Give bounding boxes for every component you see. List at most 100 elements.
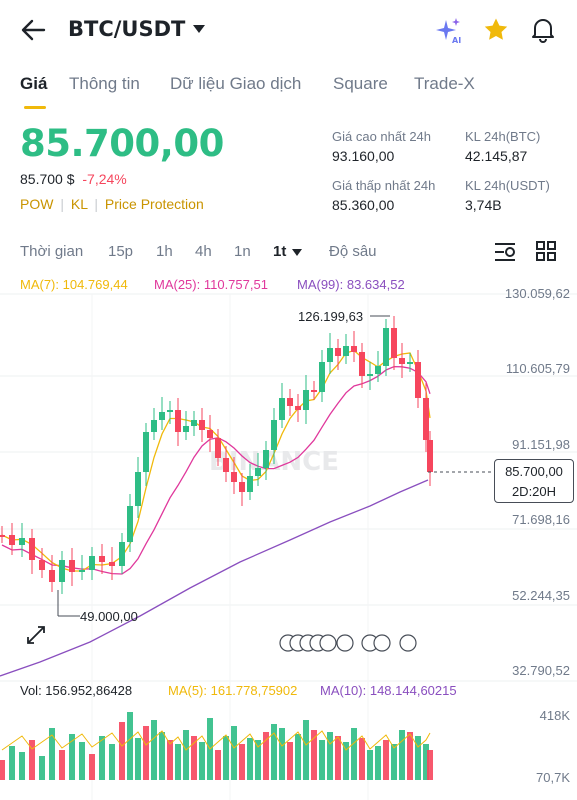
candle-body	[367, 374, 373, 376]
event-marker	[319, 634, 337, 652]
volume-bar	[271, 724, 277, 780]
candle-body	[335, 348, 341, 356]
volume-bar	[167, 740, 173, 780]
volume-bar	[127, 712, 133, 780]
ai-sparkle-icon[interactable]: AI	[435, 17, 463, 45]
candle-body	[183, 426, 189, 432]
ma25-line	[1, 365, 431, 575]
event-marker	[373, 634, 391, 652]
chip-pow[interactable]: POW	[20, 196, 54, 212]
volume-bar	[247, 738, 253, 780]
volume-bar	[199, 742, 205, 780]
volume-bar	[19, 752, 25, 780]
candle-body	[89, 556, 95, 570]
candle-body	[239, 482, 245, 492]
indicator-settings-icon[interactable]	[493, 241, 517, 263]
chip-kl[interactable]: KL	[70, 196, 88, 212]
tf-time[interactable]: Thời gian	[20, 243, 84, 260]
candle-body	[415, 362, 421, 398]
event-markers[interactable]	[279, 634, 417, 652]
volume-bar	[119, 722, 125, 780]
chip-divider: |	[60, 196, 64, 212]
volume-bar	[351, 728, 357, 780]
tab-underline	[24, 106, 46, 109]
tf-caret-icon[interactable]	[292, 249, 302, 256]
stat-high-value: 93.160,00	[332, 148, 395, 164]
stat-low-value: 85.360,00	[332, 197, 395, 213]
volume-bar	[415, 736, 421, 780]
chip-price-protection[interactable]: Price Protection	[104, 196, 204, 212]
star-icon[interactable]	[483, 17, 509, 43]
tf-1h[interactable]: 1h	[156, 243, 173, 260]
candle-body	[0, 535, 5, 537]
volume-bar	[327, 732, 333, 780]
ma7-line	[1, 349, 431, 572]
header: BTC/USDT AI	[0, 0, 577, 62]
volume-bar	[69, 734, 75, 780]
volume-bar	[279, 728, 285, 780]
current-price-box: 85.700,00 2D:20H	[494, 459, 574, 503]
candle-body	[69, 560, 75, 572]
layout-grid-icon[interactable]	[536, 241, 556, 261]
volume-bar	[143, 726, 149, 780]
volume-bar	[423, 744, 429, 780]
tf-4h[interactable]: 4h	[195, 243, 212, 260]
vol-ma10-legend: MA(10): 148.144,60215	[320, 683, 457, 698]
tf-1d[interactable]: 1n	[234, 243, 251, 260]
candle-body	[423, 398, 429, 440]
pair-title[interactable]: BTC/USDT	[68, 17, 186, 41]
candle-body	[199, 420, 205, 430]
volume-bar	[9, 746, 15, 780]
candle-body	[407, 362, 413, 364]
axis-label: 110.605,79	[505, 361, 570, 376]
stat-volusdt-value: 3,74B	[465, 197, 502, 213]
ma99-line	[0, 479, 429, 677]
tf-15m[interactable]: 15p	[108, 243, 134, 260]
candle-body	[427, 440, 433, 472]
candle-body	[159, 412, 165, 420]
volume-bar	[407, 732, 413, 780]
volume-bar	[109, 744, 115, 780]
event-marker	[336, 634, 354, 652]
volume-bar	[79, 742, 85, 780]
tf-1w[interactable]: 1t	[273, 243, 287, 260]
candle-body	[319, 362, 325, 392]
vol-ma5-line	[1, 730, 431, 751]
tab-trade-x[interactable]: Trade-X	[414, 74, 475, 93]
candle-body	[99, 556, 105, 562]
axis-label: 91.151,98	[512, 437, 570, 452]
volume-bar	[255, 740, 261, 780]
vol-axis-label: 418K	[539, 708, 570, 723]
stat-volbtc-label: KL 24h(BTC)	[465, 129, 541, 144]
candle-body	[29, 538, 35, 560]
low-annotation: 49.000,00	[80, 609, 138, 624]
candle-body	[143, 432, 149, 472]
volume-bar	[29, 740, 35, 780]
volume-bar	[151, 720, 157, 780]
candle-body	[343, 346, 349, 356]
candlestick-chart[interactable]: BINANCE 126.199,63 49.000,00	[0, 270, 577, 800]
candle-body	[167, 410, 173, 412]
volume-bar	[191, 736, 197, 780]
current-price-label: 85.700,00	[505, 464, 563, 479]
tab-price[interactable]: Giá	[20, 74, 48, 93]
candle-body	[359, 352, 365, 376]
bell-icon[interactable]	[530, 16, 556, 44]
tab-info[interactable]: Thông tin	[69, 74, 140, 93]
stat-low-label: Giá thấp nhất 24h	[332, 178, 436, 193]
tf-depth[interactable]: Độ sâu	[329, 243, 377, 260]
candle-body	[311, 390, 317, 392]
ma99-legend: MA(99): 83.634,52	[297, 277, 405, 292]
candle-body	[287, 398, 293, 406]
caret-down-icon[interactable]	[192, 24, 206, 34]
volume-bar	[375, 746, 381, 780]
fullscreen-icon[interactable]	[27, 626, 45, 644]
volume-bar	[39, 756, 45, 780]
candle-body	[215, 438, 221, 458]
back-arrow-icon[interactable]	[20, 18, 46, 42]
volume-bar	[89, 754, 95, 780]
event-marker	[399, 634, 417, 652]
tab-square[interactable]: Square	[333, 74, 388, 93]
tab-trading-data[interactable]: Dữ liệu Giao dịch	[170, 74, 302, 93]
candle-body	[175, 410, 181, 432]
